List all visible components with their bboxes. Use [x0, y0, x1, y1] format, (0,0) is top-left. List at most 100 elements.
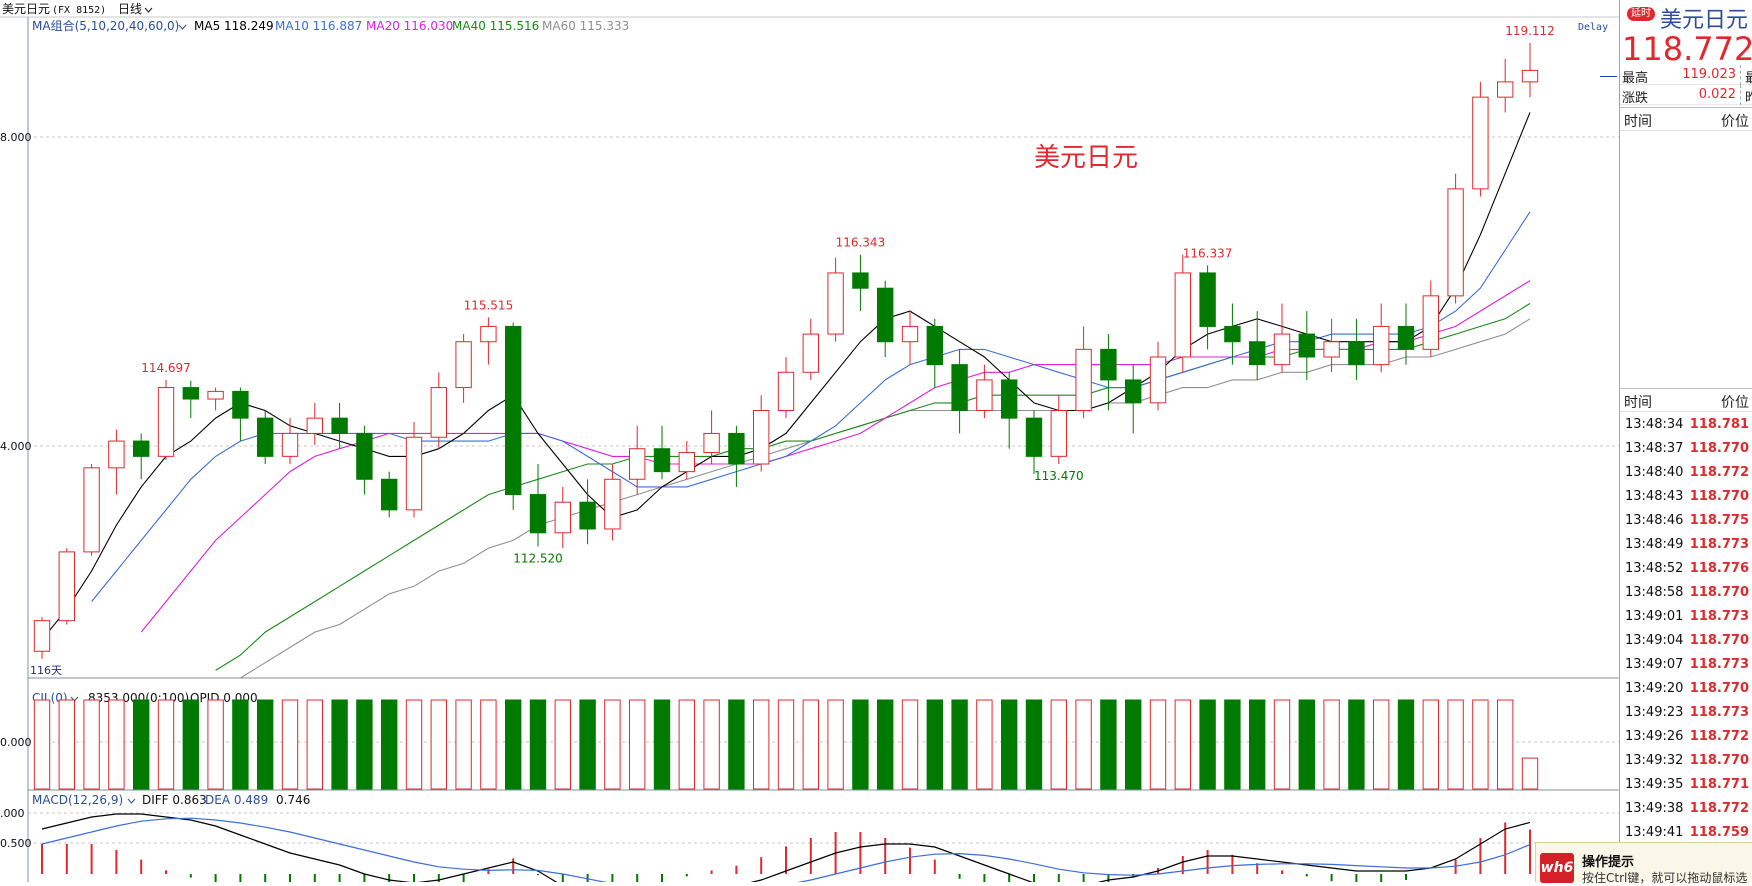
tick-price: 118.770: [1689, 753, 1749, 768]
candle-body: [455, 341, 472, 389]
volume-bar: [678, 699, 695, 790]
tick-row[interactable]: 13:48:46 118.775: [1620, 509, 1752, 533]
col-price-header: 价位: [1721, 114, 1749, 130]
tick-time: 13:48:46: [1625, 513, 1684, 528]
tick-price: 118.772: [1689, 465, 1749, 480]
delay-badge: 延时: [1627, 7, 1655, 21]
tick-row[interactable]: 13:49:07 118.773: [1620, 653, 1752, 677]
candle-body: [1497, 81, 1514, 98]
volume-bar: [1224, 699, 1241, 790]
volume-bar: [951, 699, 968, 790]
volume-bar: [629, 699, 646, 790]
tick-price: 118.772: [1689, 801, 1749, 816]
tick-row[interactable]: 13:49:04 118.770: [1620, 629, 1752, 653]
candle-body: [1521, 69, 1539, 83]
tick-row[interactable]: 13:49:32 118.770: [1620, 749, 1752, 773]
volume-bar: [802, 699, 819, 790]
candle-body: [976, 379, 993, 411]
tick-price: 118.770: [1689, 681, 1749, 696]
day-count-label: 116天: [30, 664, 62, 677]
candle-body: [951, 364, 968, 411]
quote-info: 最高 119.023 最 涨跌 0.022 昨: [1620, 65, 1752, 106]
candle-body: [430, 387, 447, 438]
volume-bar: [1348, 699, 1365, 790]
candle-body: [281, 432, 299, 457]
tick-row[interactable]: 13:49:23 118.773: [1620, 701, 1752, 725]
tick-price: 118.773: [1689, 537, 1749, 552]
volume-bar: [257, 699, 274, 790]
col-price-header: 价位: [1721, 395, 1749, 411]
volume-bar: [1497, 699, 1514, 790]
tick-row[interactable]: 13:48:52 118.776: [1620, 557, 1752, 581]
tick-time: 13:48:58: [1625, 585, 1684, 600]
candle-body: [1348, 341, 1365, 366]
quote-table-header: 时间 价位: [1620, 107, 1752, 131]
tick-row[interactable]: 13:49:20 118.770: [1620, 677, 1752, 701]
quote-symbol-name[interactable]: 美元日元: [1660, 8, 1749, 33]
y-tick-label: 8.000: [0, 131, 32, 144]
volume-bar: [1025, 699, 1043, 790]
tick-row[interactable]: 13:49:38 118.772: [1620, 797, 1752, 821]
candle-body: [1100, 348, 1117, 381]
tick-row[interactable]: 13:49:01 118.773: [1620, 605, 1752, 629]
volume-bar: [1249, 699, 1266, 790]
candle-body: [777, 371, 795, 411]
volume-bar: [1174, 699, 1191, 790]
tick-row[interactable]: 13:48:40 118.772: [1620, 461, 1752, 485]
tick-row[interactable]: 13:48:43 118.770: [1620, 485, 1752, 509]
info-label: 涨跌: [1622, 91, 1649, 106]
volume-bar: [703, 699, 720, 790]
info-change: 涨跌 0.022 昨: [1620, 85, 1752, 106]
volume-bar: [1373, 699, 1390, 790]
volume-bar: [83, 699, 100, 790]
tick-row[interactable]: 13:48:58 118.770: [1620, 581, 1752, 605]
tick-row[interactable]: 13:49:26 118.772: [1620, 725, 1752, 749]
volume-bar: [1472, 699, 1489, 790]
tick-row[interactable]: 13:49:41 118.759: [1620, 821, 1752, 845]
candle-body: [108, 440, 125, 469]
tick-time: 13:49:04: [1625, 633, 1684, 648]
extreme-annotation: 116.337: [1183, 246, 1233, 260]
kline-chart[interactable]: 美元日元 (FX 8152) 日线8.0004.0000.000.0000.500M…: [0, 0, 1619, 882]
candle-body: [579, 501, 596, 530]
volume-bar: [1323, 699, 1340, 790]
extreme-annotation: 116.343: [836, 236, 886, 250]
candle-body: [1149, 356, 1167, 404]
tick-row[interactable]: 13:48:34 118.781: [1620, 413, 1752, 437]
operation-tip: wh6 操作提示 按住Ctrl键，就可以拖动鼠标选: [1535, 842, 1752, 885]
macd-legend-dea: DEA 0.489: [205, 793, 268, 807]
tick-price: 118.776: [1689, 561, 1749, 576]
col-time-header: 时间: [1624, 395, 1652, 411]
tick-time: 13:48:37: [1625, 441, 1684, 456]
tick-time: 13:49:23: [1625, 705, 1684, 720]
volume-bar: [1125, 699, 1142, 790]
divider: [1740, 85, 1741, 105]
volume-bar: [207, 699, 224, 790]
info-label-2: 昨: [1745, 87, 1752, 106]
tick-price: 118.771: [1689, 777, 1749, 792]
chevron-down-icon: [144, 7, 153, 13]
tick-list[interactable]: 13:48:34 118.781 13:48:37 118.770 13:48:40 11…: [1620, 413, 1752, 845]
volume-bar: [653, 699, 671, 790]
candle-body: [827, 272, 844, 335]
candle-body: [405, 436, 423, 511]
tick-row[interactable]: 13:48:37 118.770: [1620, 437, 1752, 461]
chevron-down-icon: [127, 798, 136, 804]
volume-bar: [356, 699, 373, 790]
volume-bar: [33, 699, 51, 790]
info-high: 最高 119.023 最: [1620, 65, 1752, 86]
tick-row[interactable]: 13:49:35 118.771: [1620, 773, 1752, 797]
candle-body: [182, 387, 199, 400]
candle-body: [505, 325, 522, 496]
candle-body: [926, 325, 943, 366]
tick-row[interactable]: 13:48:49 118.773: [1620, 533, 1752, 557]
candle-body: [1224, 325, 1241, 343]
candle-body: [133, 440, 150, 457]
tick-price: 118.773: [1689, 705, 1749, 720]
volume-bar: [1075, 699, 1092, 790]
candle-body: [356, 432, 373, 480]
extreme-annotation: 115.515: [464, 298, 514, 312]
candle-body: [1050, 410, 1067, 457]
ma-legend-name: MA组合(5,10,20,40,60,0): [32, 18, 179, 33]
tick-time: 13:49:35: [1625, 777, 1684, 792]
